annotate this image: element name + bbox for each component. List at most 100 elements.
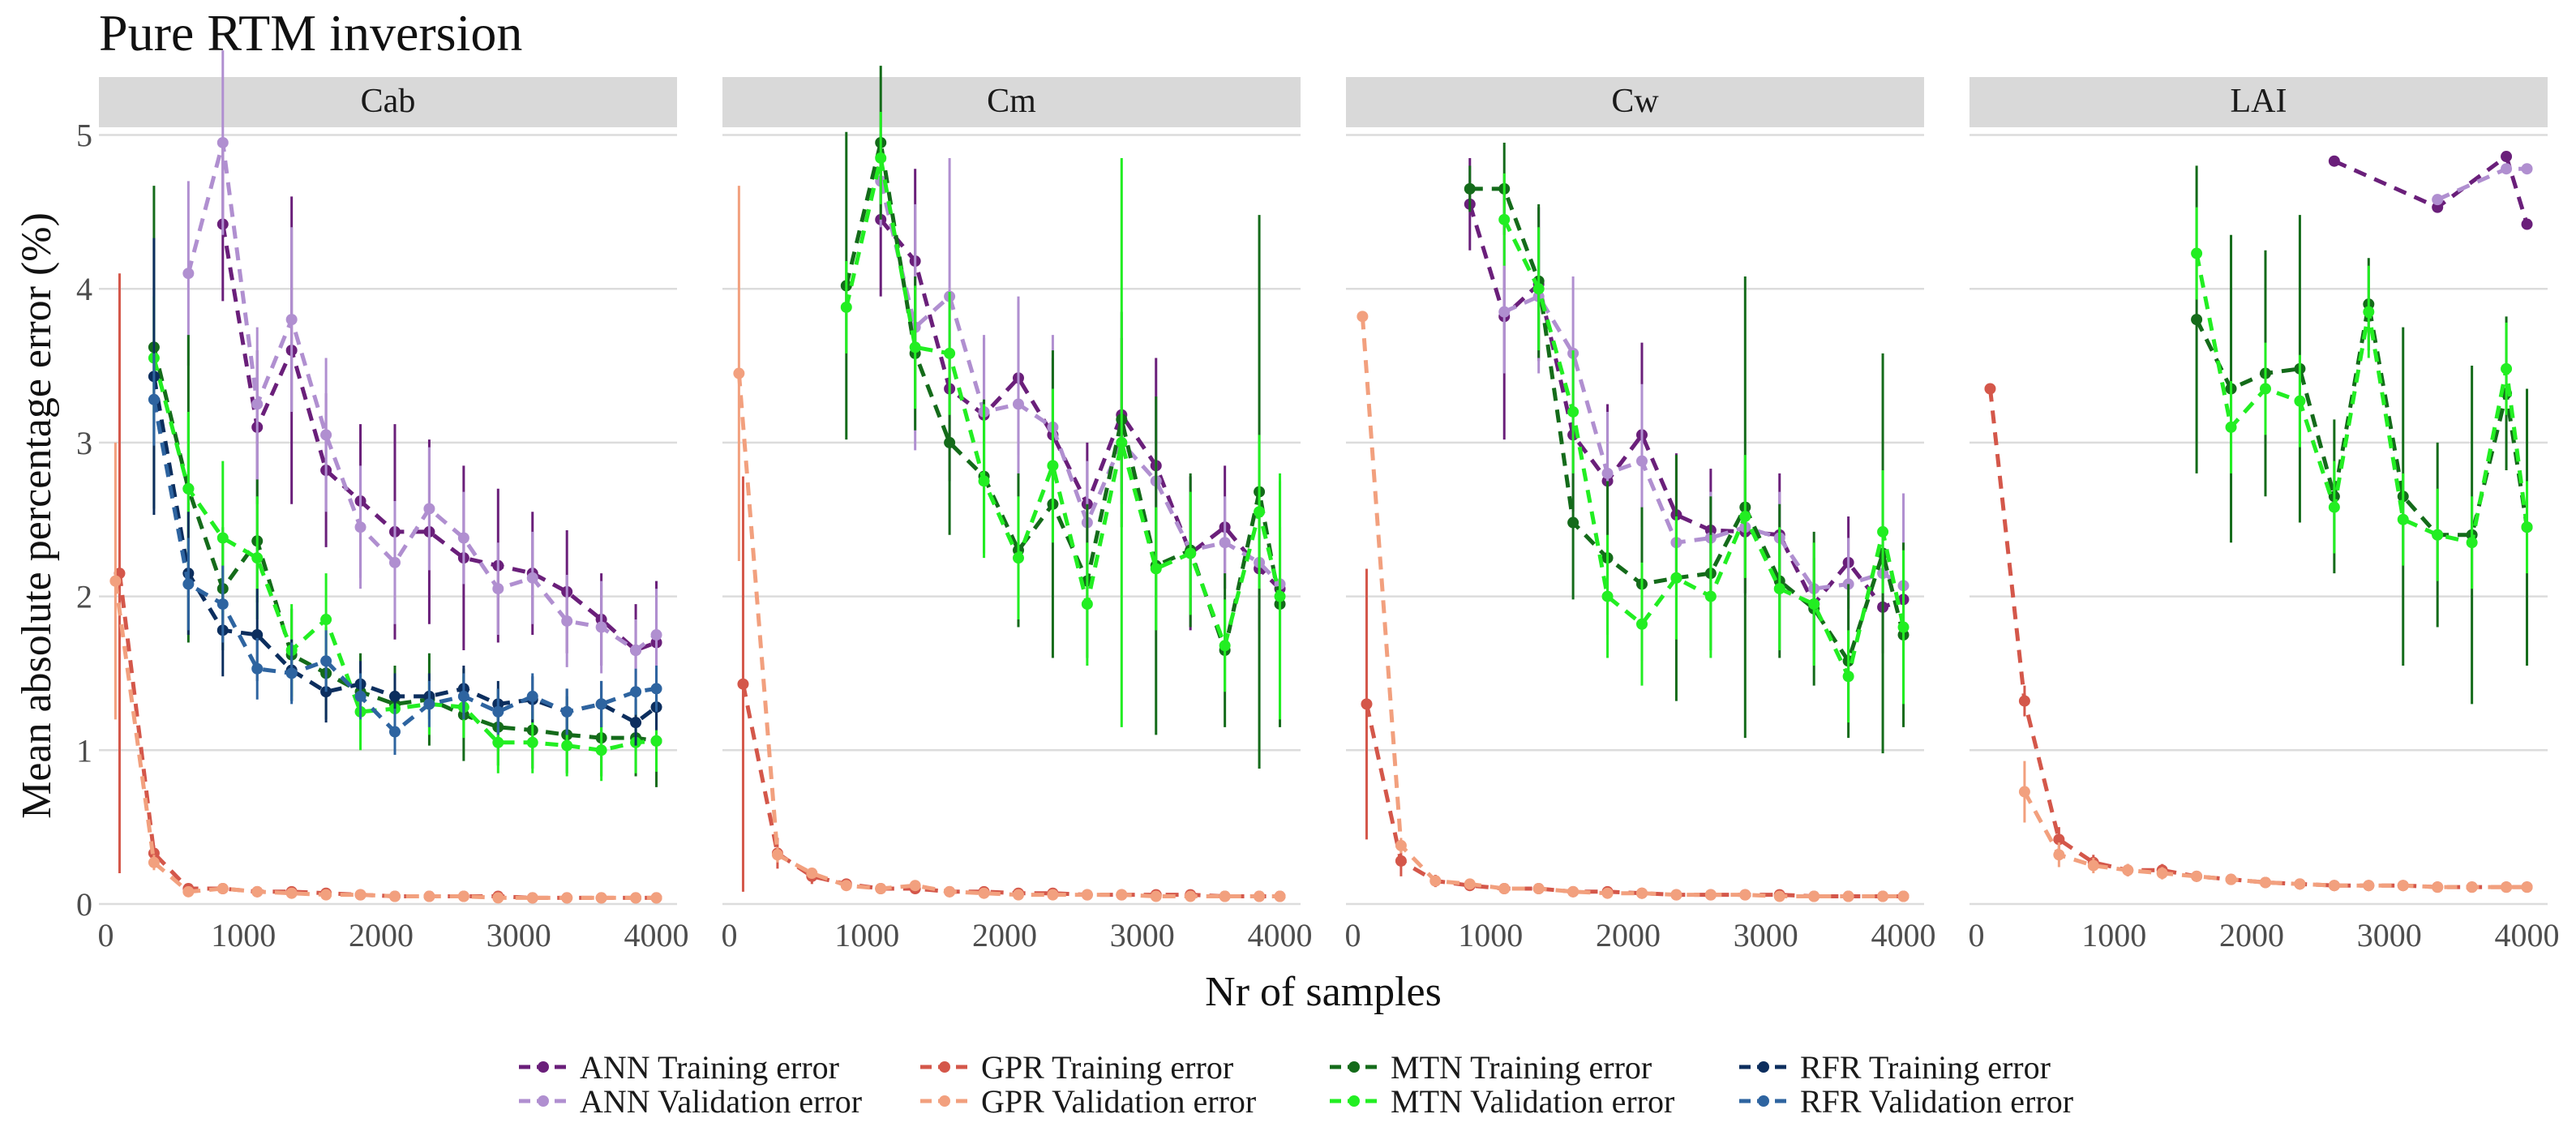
data-point: [1567, 405, 1579, 418]
data-point: [492, 583, 504, 595]
y-tick-label: 2: [76, 579, 92, 615]
data-point: [630, 892, 642, 904]
data-point: [1739, 510, 1751, 522]
data-point: [2053, 849, 2065, 861]
x-tick-label: 1000: [211, 917, 276, 953]
data-point: [1429, 875, 1442, 887]
data-point: [650, 629, 662, 641]
data-point: [1219, 537, 1231, 549]
data-point: [182, 268, 195, 280]
data-point: [1012, 552, 1024, 564]
facet-strip-label: Cw: [1611, 83, 1659, 120]
data-point: [1635, 887, 1648, 899]
legend-swatch-point: [939, 1095, 950, 1107]
data-point: [354, 521, 366, 533]
data-point: [457, 532, 469, 544]
data-point: [2501, 151, 2513, 163]
data-point: [909, 880, 921, 892]
data-point: [2225, 873, 2237, 885]
series-line: [152, 399, 657, 735]
data-point: [388, 726, 401, 738]
data-point: [251, 885, 264, 898]
legend-item: RFR Validation error: [1739, 1083, 2073, 1120]
data-point: [1116, 889, 1128, 901]
data-point: [561, 892, 573, 904]
x-tick-label: 1000: [2081, 917, 2146, 953]
data-point: [1185, 547, 1197, 559]
data-point: [650, 735, 662, 747]
data-point: [2259, 383, 2271, 395]
x-tick-label: 2000: [2219, 917, 2284, 953]
data-point: [2432, 881, 2444, 893]
data-point: [1498, 306, 1511, 318]
legend-item: MTN Validation error: [1330, 1083, 1674, 1120]
data-point: [423, 503, 435, 515]
x-tick-label: 0: [97, 917, 114, 953]
data-point: [2328, 501, 2340, 513]
data-point: [1254, 506, 1266, 518]
data-point: [944, 436, 956, 448]
y-tick-label: 0: [76, 886, 92, 923]
legend-swatch-point: [538, 1061, 549, 1073]
data-point: [2018, 695, 2030, 707]
data-point: [2156, 868, 2168, 880]
data-point: [2521, 218, 2533, 230]
data-point: [1254, 890, 1266, 902]
data-point: [595, 621, 607, 633]
legend-label: GPR Training error: [981, 1049, 1233, 1086]
facet-strip-label: Cm: [987, 83, 1036, 120]
legend-swatch-point: [1348, 1095, 1360, 1107]
series-line: [844, 157, 1282, 653]
data-point: [1773, 583, 1785, 595]
data-point: [630, 717, 642, 729]
data-point: [909, 341, 921, 353]
data-point: [1670, 889, 1682, 901]
data-point: [1219, 640, 1231, 652]
data-point: [1532, 883, 1545, 895]
data-point: [1395, 855, 1407, 867]
data-point: [1877, 890, 1889, 902]
data-point: [561, 615, 573, 627]
data-point: [354, 690, 366, 702]
series-line: [1468, 204, 1905, 610]
data-point: [320, 889, 332, 901]
panels-layer: Cab 0 1 2 3 4 5 0 1000 2000 3000 4000 Cm 0 1000 2000 300…: [76, 50, 2560, 953]
x-tick-label: 4000: [1248, 917, 1313, 953]
legend-item: GPR Training error: [920, 1049, 1233, 1086]
legend-label: MTN Training error: [1391, 1049, 1652, 1086]
x-tick-label: 1000: [1458, 917, 1523, 953]
data-point: [182, 885, 195, 898]
legend-swatch-point: [1758, 1095, 1769, 1107]
legend-label: ANN Training error: [580, 1049, 839, 1086]
data-point: [2328, 880, 2340, 892]
data-point: [354, 889, 366, 901]
panel-lai: LAI 0 1000 2000 3000 4000: [1968, 77, 2560, 953]
x-tick-label: 4000: [624, 917, 689, 953]
data-point: [1116, 436, 1128, 448]
y-tick-label: 5: [76, 117, 92, 153]
data-point: [526, 572, 538, 584]
data-point: [388, 890, 401, 902]
x-tick-label: 3000: [1110, 917, 1175, 953]
data-point: [285, 667, 298, 679]
x-tick-label: 3000: [1734, 917, 1798, 953]
series-line: [221, 224, 658, 653]
x-tick-label: 4000: [2495, 917, 2560, 953]
data-point: [1498, 883, 1511, 895]
data-point: [1185, 890, 1197, 902]
data-point: [2259, 876, 2271, 889]
data-point: [2501, 163, 2513, 175]
data-point: [1635, 455, 1648, 467]
data-point: [2521, 881, 2533, 893]
legend-label: MTN Validation error: [1391, 1083, 1674, 1120]
x-tick-label: 2000: [972, 917, 1037, 953]
legend-swatch-point: [538, 1095, 549, 1107]
data-point: [2122, 864, 2134, 876]
data-point: [1464, 182, 1476, 195]
legend-item: RFR Training error: [1739, 1049, 2051, 1086]
data-point: [285, 314, 298, 326]
data-point: [561, 705, 573, 718]
data-point: [1274, 590, 1286, 602]
data-point: [251, 662, 264, 675]
